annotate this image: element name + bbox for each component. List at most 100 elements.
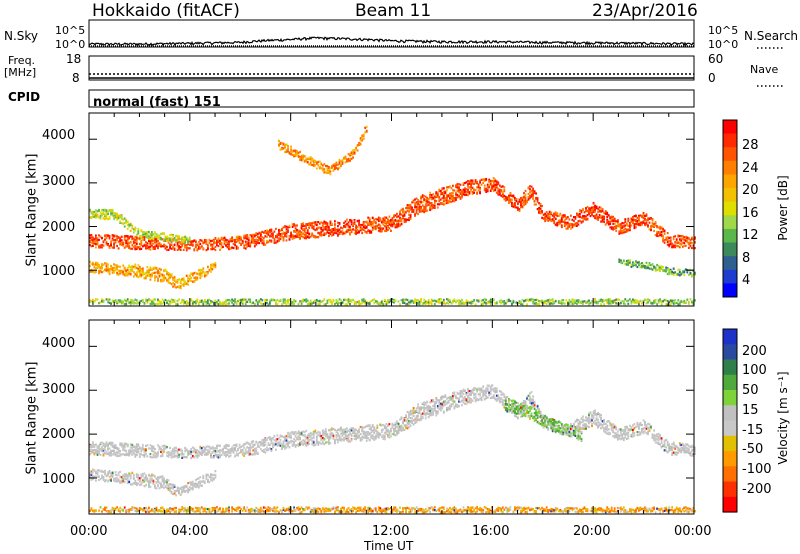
power-band-5-cell xyxy=(515,301,518,304)
power-band-5-cell xyxy=(356,301,359,304)
power-band-0-cell xyxy=(151,243,153,246)
power-band-0-cell xyxy=(647,217,649,220)
velocity-band-0-cell xyxy=(208,451,211,454)
velocity-band-0-cell xyxy=(104,446,106,449)
power-band-2-cell xyxy=(96,265,99,268)
power-band-3-cell xyxy=(355,146,357,149)
velocity-band-0-cell xyxy=(163,444,165,447)
power-band-0-cell xyxy=(101,243,103,247)
power-band-5-cell xyxy=(659,298,661,301)
power-band-0-cell xyxy=(223,239,226,242)
power-band-0-cell xyxy=(141,245,144,248)
power-band-0-cell xyxy=(409,217,412,220)
power-band-0-cell xyxy=(408,213,410,216)
power-band-1-cell xyxy=(96,215,99,218)
power-band-0-cell xyxy=(692,238,695,241)
power-band-5-cell xyxy=(601,298,604,302)
power-band-0-cell xyxy=(179,246,182,249)
velocity-band-0-cell xyxy=(111,444,114,447)
velocity-band-0-cell xyxy=(131,449,134,452)
power-band-0-cell xyxy=(473,188,475,191)
power-band-1-cell xyxy=(105,213,108,216)
power-band-0-cell xyxy=(367,216,370,219)
power-band-5-cell xyxy=(485,302,488,305)
power-band-0-cell xyxy=(420,210,422,213)
nave-tick-bottom: 0 xyxy=(708,71,716,85)
power-band-5-cell xyxy=(202,300,205,304)
power-band-0-cell xyxy=(397,215,400,218)
velocity-band-0-cell xyxy=(202,449,205,452)
power-band-5-cell xyxy=(409,299,412,302)
power-band-0-cell xyxy=(576,224,578,227)
power-band-0-cell xyxy=(420,206,422,209)
power-band-0-cell xyxy=(143,238,146,241)
power-band-0-cell xyxy=(288,235,291,238)
power-band-0-cell xyxy=(562,214,565,217)
power-band-0-cell xyxy=(556,223,559,226)
power-band-0-cell xyxy=(638,223,640,226)
velocity-band-0-cell xyxy=(187,450,190,453)
power-band-0-cell xyxy=(582,220,584,223)
vel-cbar-tick-minus15: -15 xyxy=(742,423,764,438)
power-cbar-tick-8: 8 xyxy=(742,251,751,266)
power-band-5-cell xyxy=(373,302,376,305)
power-band-5-cell xyxy=(158,302,161,305)
power-band-0-cell xyxy=(524,194,527,197)
power-band-0-cell xyxy=(524,189,527,193)
power-band-0-cell xyxy=(586,205,589,209)
power-band-5-cell xyxy=(203,300,206,303)
power-band-0-cell xyxy=(595,205,598,208)
power-band-0-cell xyxy=(329,221,332,224)
power-band-3-cell xyxy=(346,158,348,161)
power-band-5-cell xyxy=(185,303,188,306)
power-band-5-cell xyxy=(220,302,223,306)
power-band-5-cell xyxy=(102,300,105,303)
power-band-0-cell xyxy=(630,224,633,227)
power-band-0-cell xyxy=(131,244,134,247)
power-band-5-cell xyxy=(269,299,271,302)
power-band-0-cell xyxy=(160,243,162,246)
power-band-0-cell xyxy=(383,222,386,225)
power-band-0-cell xyxy=(114,235,117,238)
power-band-0-cell xyxy=(429,208,432,212)
power-band-3-cell xyxy=(293,149,295,152)
power-ytick-3000: 3000 xyxy=(42,174,76,189)
power-band-5-cell xyxy=(420,300,422,303)
power-band-0-cell xyxy=(562,220,565,223)
power-band-0-cell xyxy=(480,178,483,181)
power-band-3-cell xyxy=(300,154,303,157)
power-band-5-cell xyxy=(166,301,168,304)
nave-tick-top: 60 xyxy=(708,52,724,66)
power-band-0-cell xyxy=(297,232,300,235)
power-band-0-cell xyxy=(151,244,153,247)
power-band-4-cell xyxy=(689,271,692,274)
power-band-1-cell xyxy=(151,231,153,234)
power-band-3-cell xyxy=(323,171,326,174)
power-band-0-cell xyxy=(598,216,601,219)
power-band-0-cell xyxy=(249,243,252,246)
power-band-5-cell xyxy=(216,302,218,305)
power-band-0-cell xyxy=(403,220,406,224)
power-band-0-cell xyxy=(146,244,149,248)
power-band-0-cell xyxy=(426,201,429,204)
power-band-5-cell xyxy=(377,302,380,305)
power-band-2-cell xyxy=(154,267,156,270)
xtick-5: 20:00 xyxy=(573,524,611,539)
power-band-0-cell xyxy=(238,237,241,240)
power-band-0-cell xyxy=(597,210,599,213)
power-band-0-cell xyxy=(356,229,359,232)
power-band-5-cell xyxy=(216,301,218,304)
power-band-0-cell xyxy=(447,199,450,202)
power-band-2-cell xyxy=(157,277,159,280)
power-band-2-cell xyxy=(119,269,122,272)
power-band-0-cell xyxy=(317,221,320,224)
power-band-0-cell xyxy=(675,238,678,241)
power-band-2-cell xyxy=(161,280,164,283)
power-band-0-cell xyxy=(258,242,261,245)
power-band-5-cell xyxy=(300,301,303,304)
power-band-0-cell xyxy=(511,202,513,205)
power-band-0-cell xyxy=(113,246,115,249)
power-band-0-cell xyxy=(583,215,586,218)
power-band-5-cell xyxy=(145,298,147,301)
velocity-band-0-cell xyxy=(173,449,176,452)
